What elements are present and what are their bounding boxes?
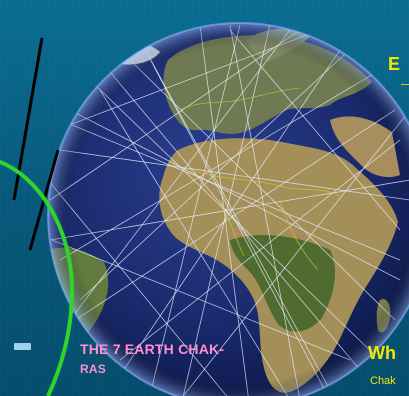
bullet-dash bbox=[14, 343, 31, 350]
caption-line-1: The 7 Earth Chak- bbox=[80, 341, 225, 357]
green-arc bbox=[0, 159, 75, 396]
black-diagonal-line-1 bbox=[12, 37, 44, 201]
slide-subtext-bottom: Chak bbox=[370, 375, 396, 387]
globe-caption: The 7 Earth Chak- ras bbox=[80, 339, 305, 379]
heading-right-underline bbox=[401, 84, 409, 85]
globe-rim bbox=[48, 23, 409, 396]
slide-heading-right: E bbox=[388, 54, 401, 74]
slide-heading-bottom: Wh bbox=[368, 343, 396, 363]
caption-line-2: ras bbox=[80, 362, 106, 376]
